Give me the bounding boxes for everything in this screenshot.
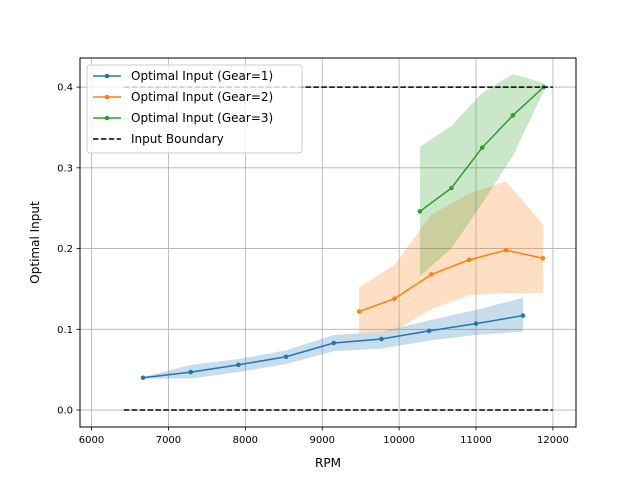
x-tick-label: 7000 xyxy=(156,435,181,446)
gear-1-point xyxy=(188,369,194,375)
gear-2-point xyxy=(540,255,546,261)
gear-2-point xyxy=(466,257,472,263)
legend-label: Optimal Input (Gear=1) xyxy=(131,69,273,83)
x-tick-label: 11000 xyxy=(460,435,492,446)
gear-3-band xyxy=(419,74,544,277)
legend-box xyxy=(86,64,303,154)
legend-marker xyxy=(104,94,110,100)
gear-1-point xyxy=(140,375,146,381)
y-tick-label: 0.3 xyxy=(57,163,73,174)
x-axis-ticks: 6000 7000 8000 9000 10000 11000 12000 xyxy=(79,427,569,446)
y-tick-label: 0.4 xyxy=(57,83,73,94)
gear-2-point xyxy=(429,272,434,277)
gear-1-point xyxy=(520,313,526,318)
y-tick-label: 0.2 xyxy=(57,244,73,255)
x-tick-label: 9000 xyxy=(310,435,335,446)
legend-label: Optimal Input (Gear=3) xyxy=(131,111,273,125)
y-axis-ticks: 0.0 0.1 0.2 0.3 0.4 xyxy=(57,83,80,417)
x-tick-label: 6000 xyxy=(79,435,104,446)
y-tick-label: 0.0 xyxy=(57,406,73,417)
gear-3-point xyxy=(417,209,423,214)
gear-1-point xyxy=(236,362,241,368)
confidence-bands xyxy=(143,74,544,379)
series-lines xyxy=(123,84,553,411)
legend-label: Input Boundary xyxy=(131,132,224,146)
x-tick-label: 10000 xyxy=(383,435,415,446)
gear-1-point xyxy=(473,321,479,326)
gear-2-point xyxy=(392,296,397,301)
x-tick-label: 8000 xyxy=(233,435,258,446)
gear-3-point xyxy=(479,145,485,150)
gear-2-line xyxy=(358,249,544,313)
plot-frame xyxy=(79,57,577,428)
legend: Optimal Input (Gear=1) Optimal Input (Gea… xyxy=(86,64,303,154)
y-tick-label: 0.1 xyxy=(57,325,73,336)
legend-label: Optimal Input (Gear=2) xyxy=(131,90,273,104)
gear-1-point xyxy=(379,336,384,342)
y-axis-label: Optimal Input xyxy=(28,201,42,284)
gear-1-point xyxy=(331,340,337,346)
gear-1-point xyxy=(283,354,289,360)
x-axis-label: RPM xyxy=(315,456,341,470)
gear-1-band xyxy=(143,297,523,379)
gear-2-point xyxy=(503,247,509,253)
gear-3-point xyxy=(449,185,454,191)
gear-2-band xyxy=(359,181,543,334)
legend-marker xyxy=(104,115,110,121)
gear-3-point xyxy=(510,113,516,118)
gear-2-point xyxy=(356,309,362,314)
legend-marker xyxy=(104,73,110,79)
gear-1-point xyxy=(426,328,432,334)
x-tick-label: 12000 xyxy=(537,435,569,446)
